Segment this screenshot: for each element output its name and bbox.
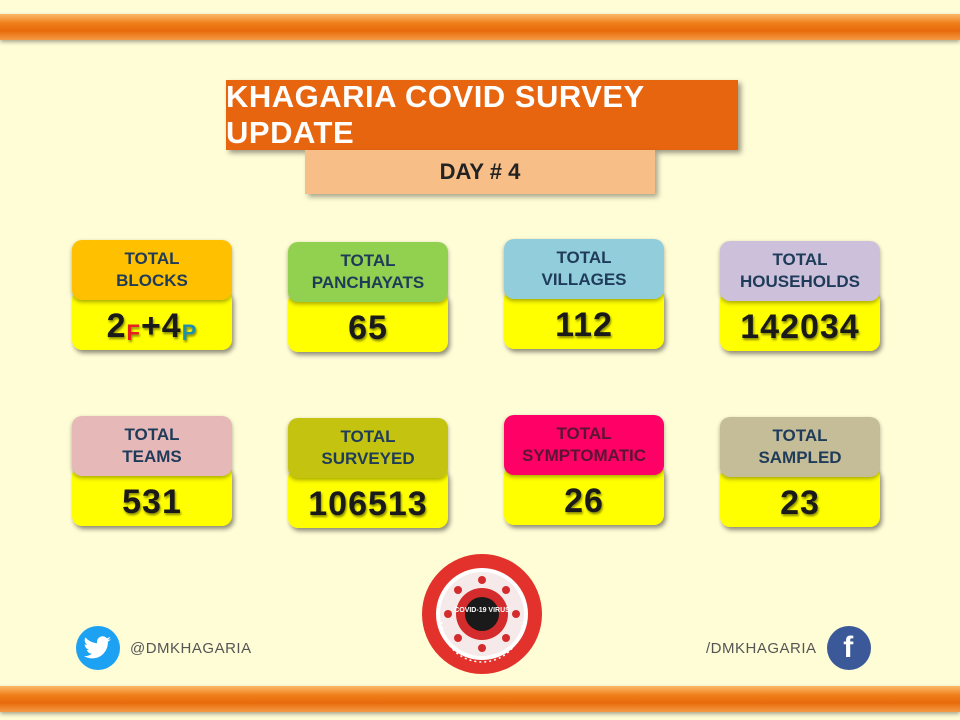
facebook-link[interactable]: /DMKHAGARIA f <box>706 626 871 670</box>
bottom-orange-bar <box>0 686 960 712</box>
twitter-handle: @DMKHAGARIA <box>130 639 252 657</box>
card-header-line2: SURVEYED <box>321 449 415 468</box>
card-header-line2: SYMPTOMATIC <box>521 446 647 465</box>
card-value: 26 <box>504 465 664 525</box>
blocks-full-suffix: F <box>126 320 141 345</box>
twitter-bird-icon <box>76 626 120 670</box>
card-header: TOTAL SYMPTOMATIC <box>504 415 664 475</box>
card-header: TOTAL SURVEYED <box>288 418 448 478</box>
card-value: 65 <box>288 292 448 352</box>
page-title: KHAGARIA COVID SURVEY UPDATE <box>226 79 645 150</box>
card-header: TOTAL HOUSEHOLDS <box>720 241 880 301</box>
card-header-line1: TOTAL <box>556 248 612 267</box>
card-header-line2: VILLAGES <box>541 270 627 289</box>
blocks-partial-count: +4 <box>140 307 182 345</box>
facebook-f-icon: f <box>826 626 871 670</box>
card-header: TOTAL VILLAGES <box>504 239 664 299</box>
card-header-line2: PANCHAYATS <box>311 273 425 292</box>
card-header: TOTAL TEAMS <box>72 416 232 476</box>
card-value: 531 <box>72 466 232 526</box>
covid-virus-seal-icon: COVID-19 VIRUS <box>420 552 544 676</box>
card-value: 23 <box>720 467 880 527</box>
card-header: TOTAL SAMPLED <box>720 417 880 477</box>
day-label: DAY # 4 <box>439 159 521 184</box>
twitter-link[interactable]: @DMKHAGARIA <box>76 626 252 670</box>
card-header-line2: BLOCKS <box>116 271 188 290</box>
card-header-line2: HOUSEHOLDS <box>740 272 860 291</box>
logo-text: COVID-19 VIRUS <box>454 607 510 614</box>
card-value: 112 <box>504 289 664 349</box>
card-header-line1: TOTAL <box>340 251 396 270</box>
card-header-line1: TOTAL <box>124 249 180 268</box>
card-header-line2: TEAMS <box>122 447 182 466</box>
card-value: 2 F +4 P <box>72 290 232 350</box>
day-banner: DAY # 4 <box>305 150 655 194</box>
card-header-line1: TOTAL <box>124 425 180 444</box>
facebook-handle: /DMKHAGARIA <box>706 639 817 657</box>
blocks-partial-suffix: P <box>181 320 198 345</box>
blocks-full-count: 2 <box>106 307 127 345</box>
card-header: TOTAL BLOCKS <box>72 240 232 300</box>
top-orange-bar <box>0 14 960 40</box>
title-banner: KHAGARIA COVID SURVEY UPDATE <box>226 79 738 150</box>
card-header-line1: TOTAL <box>772 426 828 445</box>
card-value: 142034 <box>720 291 880 351</box>
card-header: TOTAL PANCHAYATS <box>288 242 448 302</box>
card-header-line1: TOTAL <box>772 250 828 269</box>
card-header-line1: TOTAL <box>556 424 612 443</box>
card-header-line2: SAMPLED <box>758 448 842 467</box>
card-header-line1: TOTAL <box>340 427 396 446</box>
card-value: 106513 <box>288 468 448 528</box>
